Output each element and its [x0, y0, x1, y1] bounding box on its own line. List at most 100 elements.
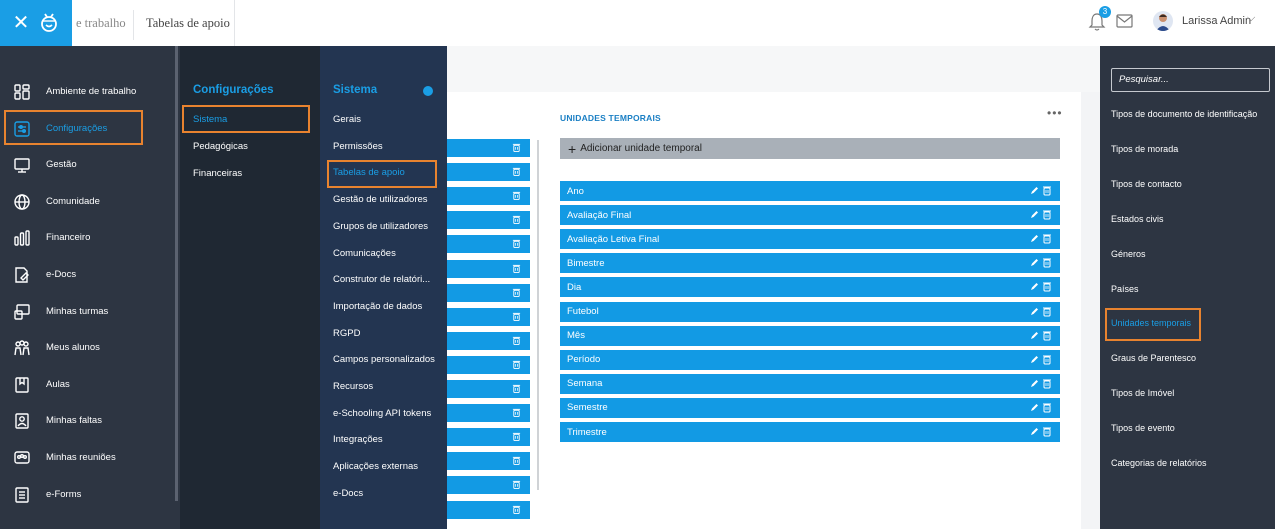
- sidebar-item-9[interactable]: Minhas faltas: [0, 404, 176, 438]
- sidebar-item-8[interactable]: Aulas: [0, 368, 176, 402]
- list-item[interactable]: [447, 283, 530, 302]
- list-item[interactable]: [447, 452, 530, 471]
- pencil-icon[interactable]: [1029, 257, 1039, 271]
- support-table-item[interactable]: Tipos de documento de identificação: [1111, 109, 1258, 119]
- support-table-item[interactable]: Países: [1111, 283, 1139, 294]
- table-row[interactable]: Ano: [560, 181, 1060, 201]
- support-table-item[interactable]: Tipos de contacto: [1111, 178, 1182, 189]
- config-item-1[interactable]: Pedagógicas: [193, 141, 248, 152]
- sistema-item-14[interactable]: e-Docs: [333, 487, 364, 499]
- config-item-2[interactable]: Financeiras: [193, 168, 243, 179]
- mail-icon[interactable]: [1116, 14, 1133, 28]
- sidebar-item-4[interactable]: Financeiro: [0, 221, 176, 255]
- search-input[interactable]: Pesquisar...: [1111, 68, 1270, 92]
- list-item[interactable]: [447, 476, 530, 495]
- sidebar-item-5[interactable]: e-Docs: [0, 258, 176, 292]
- sistema-item-9[interactable]: Campos personalizados: [333, 354, 435, 366]
- trash-icon[interactable]: [1042, 402, 1052, 416]
- trash-icon[interactable]: [1042, 281, 1052, 295]
- sistema-item-2[interactable]: Tabelas de apoio: [333, 167, 405, 179]
- sidebar-item-2[interactable]: Gestão: [0, 148, 176, 182]
- table-row[interactable]: Bimestre: [560, 253, 1060, 274]
- pencil-icon[interactable]: [1029, 378, 1039, 392]
- avatar[interactable]: [1153, 11, 1173, 31]
- support-table-item[interactable]: Categorias de relatórios: [1111, 458, 1207, 468]
- table-row[interactable]: Avaliação Final: [560, 205, 1060, 226]
- support-table-item[interactable]: Tipos de Imóvel: [1111, 388, 1175, 399]
- sistema-item-11[interactable]: e-Schooling API tokens: [333, 407, 432, 419]
- pencil-icon[interactable]: [1029, 185, 1039, 199]
- pencil-icon[interactable]: [1029, 354, 1039, 368]
- list-item[interactable]: [447, 404, 530, 423]
- list-item[interactable]: [447, 500, 530, 519]
- list-item[interactable]: [447, 380, 530, 398]
- sidebar-scrollbar[interactable]: [175, 46, 178, 501]
- sistema-item-3[interactable]: Gestão de utilizadores: [333, 194, 428, 206]
- close-icon[interactable]: ✕: [12, 12, 30, 34]
- chevron-down-icon[interactable]: ⌵: [1247, 12, 1256, 24]
- list-item[interactable]: [447, 259, 530, 278]
- sistema-item-13[interactable]: Aplicações externas: [333, 461, 419, 473]
- trash-icon[interactable]: [1042, 330, 1052, 344]
- trash-icon[interactable]: [1042, 426, 1052, 440]
- sidebar-item-0[interactable]: Ambiente de trabalho: [0, 75, 176, 109]
- sistema-item-4[interactable]: Grupos de utilizadores: [333, 220, 429, 232]
- trash-icon[interactable]: [1042, 378, 1052, 392]
- table-row[interactable]: Semestre: [560, 397, 1060, 418]
- user-name[interactable]: Larissa Admin: [1182, 15, 1252, 27]
- support-table-item[interactable]: Tipos de morada: [1111, 143, 1179, 154]
- sidebar-item-3[interactable]: Comunidade: [0, 185, 176, 219]
- breadcrumb-item-workspace[interactable]: e trabalho: [76, 16, 126, 30]
- pencil-icon[interactable]: [1029, 402, 1039, 416]
- sidebar-item-6[interactable]: Minhas turmas: [0, 295, 176, 329]
- sistema-item-6[interactable]: Construtor de relatóri...: [333, 274, 431, 286]
- collapse-icon[interactable]: [423, 86, 433, 96]
- support-table-item[interactable]: Tipos de evento: [1111, 423, 1175, 434]
- support-table-item[interactable]: Unidades temporais: [1111, 318, 1192, 329]
- list-item[interactable]: [447, 187, 530, 206]
- sistema-item-10[interactable]: Recursos: [333, 381, 374, 392]
- sidebar-item-10[interactable]: Minhas reuniões: [0, 441, 176, 475]
- support-table-item[interactable]: Géneros: [1111, 248, 1146, 259]
- sistema-item-5[interactable]: Comunicações: [333, 247, 396, 259]
- support-table-item[interactable]: Graus de Parentesco: [1111, 353, 1197, 364]
- sistema-item-0[interactable]: Gerais: [333, 114, 361, 125]
- list-item[interactable]: [447, 428, 530, 447]
- sistema-item-8[interactable]: RGPD: [333, 327, 361, 339]
- table-row[interactable]: Avaliação Letiva Final: [560, 229, 1060, 250]
- add-temporal-unit-button[interactable]: + Adicionar unidade temporal: [560, 138, 1060, 159]
- pencil-icon[interactable]: [1029, 306, 1039, 320]
- pencil-icon[interactable]: [1029, 426, 1039, 440]
- list-item[interactable]: [447, 331, 530, 350]
- pencil-icon[interactable]: [1029, 233, 1039, 247]
- list-item[interactable]: [447, 163, 530, 182]
- sistema-item-7[interactable]: Importação de dados: [333, 300, 423, 312]
- table-row[interactable]: Semana: [560, 373, 1060, 394]
- table-row[interactable]: Período: [560, 349, 1060, 370]
- table-row[interactable]: Futebol: [560, 301, 1060, 322]
- trash-icon[interactable]: [1042, 354, 1052, 368]
- config-item-0[interactable]: Sistema: [193, 114, 228, 125]
- trash-icon[interactable]: [1042, 306, 1052, 320]
- logo-block[interactable]: ✕: [0, 0, 72, 46]
- list-item[interactable]: [447, 307, 530, 326]
- table-row[interactable]: Trimestre: [560, 422, 1060, 442]
- scrollbar[interactable]: [537, 140, 539, 490]
- pencil-icon[interactable]: [1029, 209, 1039, 223]
- list-item[interactable]: [447, 211, 530, 230]
- table-row[interactable]: Mês: [560, 325, 1060, 346]
- pencil-icon[interactable]: [1029, 281, 1039, 295]
- trash-icon[interactable]: [1042, 185, 1052, 199]
- sidebar-item-1[interactable]: Configurações: [0, 112, 176, 146]
- sistema-item-12[interactable]: Integrações: [333, 434, 383, 446]
- pencil-icon[interactable]: [1029, 330, 1039, 344]
- trash-icon[interactable]: [1042, 233, 1052, 247]
- more-options-button[interactable]: •••: [1047, 106, 1063, 120]
- sidebar-item-7[interactable]: Meus alunos: [0, 331, 176, 365]
- trash-icon[interactable]: [1042, 257, 1052, 271]
- trash-icon[interactable]: [1042, 209, 1052, 223]
- sistema-item-1[interactable]: Permissões: [333, 140, 383, 152]
- list-item[interactable]: [447, 235, 530, 254]
- support-table-item[interactable]: Estados civis: [1111, 213, 1164, 224]
- list-item[interactable]: [447, 355, 530, 374]
